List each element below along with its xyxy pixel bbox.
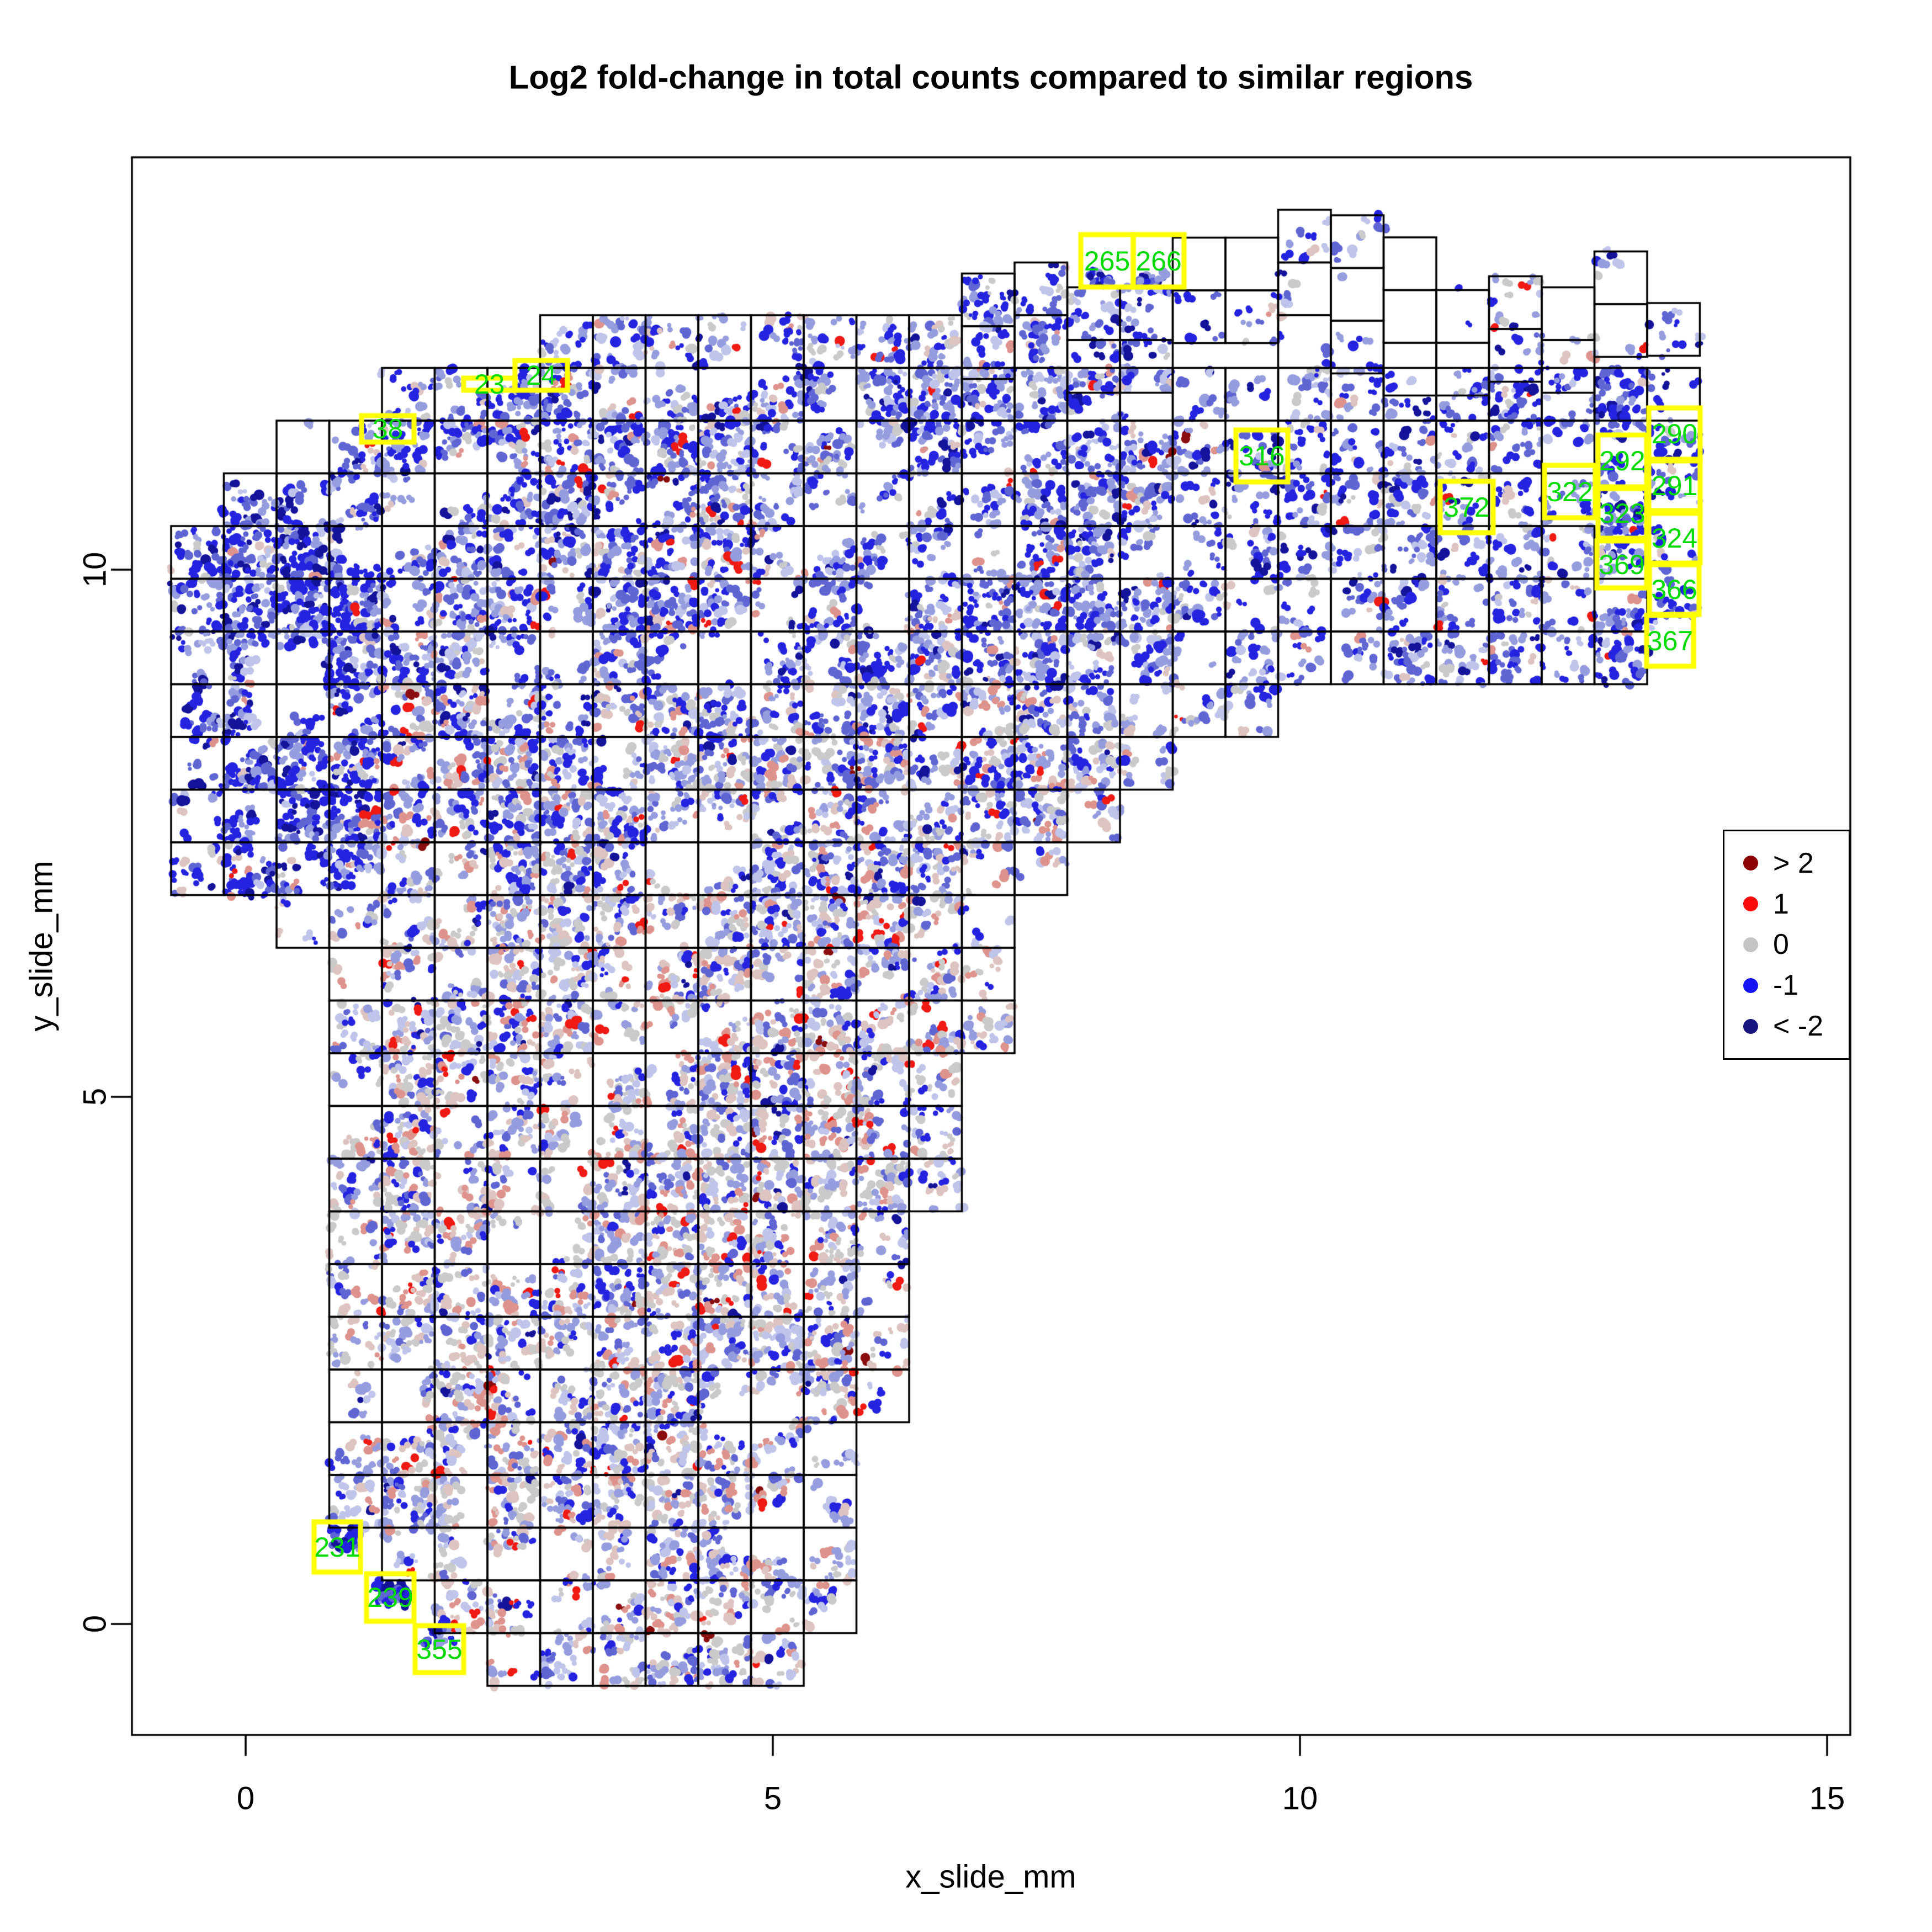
fov-id-label: 322 [1547, 476, 1593, 507]
legend-dot-icon [1743, 1018, 1758, 1034]
fov-id-label: 291 [1651, 470, 1698, 501]
fov-id-label: 292 [1599, 445, 1646, 476]
fov-id-label: 369 [1599, 549, 1645, 580]
y-axis-label: y_slide_mm [23, 861, 60, 1032]
fov-id-label: 24 [526, 360, 557, 391]
legend-row: -1 [1743, 969, 1849, 1002]
legend-dot-icon [1743, 856, 1758, 871]
fov-id-label: 265 [1084, 245, 1130, 277]
legend-row: 0 [1743, 928, 1849, 961]
fov-id-label: 367 [1647, 625, 1694, 656]
legend-label: > 2 [1773, 847, 1814, 879]
legend-label: -1 [1773, 969, 1799, 1002]
fov-id-label: 372 [1443, 491, 1490, 523]
x-tick-label: 0 [236, 1780, 255, 1817]
fov-id-label: 366 [1651, 574, 1697, 605]
legend-dot-icon [1743, 978, 1758, 993]
y-tick-label: 0 [77, 1615, 113, 1633]
x-tick-label: 5 [763, 1780, 782, 1817]
legend-dot-icon [1743, 896, 1758, 912]
fov-id-label: 23 [474, 369, 505, 400]
fov-id-label: 324 [1651, 523, 1698, 554]
x-axis-label: x_slide_mm [905, 1859, 1076, 1895]
fov-id-label: 316 [1239, 440, 1285, 471]
fov-id-label: 239 [367, 1582, 413, 1613]
y-tick-label: 10 [77, 551, 113, 588]
legend-row: 1 [1743, 888, 1849, 921]
fov-id-label: 323 [1599, 498, 1646, 529]
legend-label: 1 [1773, 888, 1789, 920]
legend-label: < -2 [1773, 1010, 1824, 1043]
legend-dot-icon [1743, 937, 1758, 952]
legend-row: < -2 [1743, 1010, 1849, 1043]
legend-row: > 2 [1743, 847, 1849, 880]
plot-title: Log2 fold-change in total counts compare… [508, 59, 1473, 96]
legend-label: 0 [1773, 928, 1789, 961]
x-tick-label: 10 [1282, 1780, 1318, 1817]
fov-id-label: 266 [1135, 245, 1182, 277]
y-tick-label: 5 [77, 1087, 113, 1106]
fov-id-label: 355 [416, 1633, 463, 1665]
x-tick-label: 15 [1809, 1780, 1845, 1817]
fov-id-label: 38 [372, 413, 404, 444]
legend: > 2 1 0 -1 < -2 [1723, 830, 1850, 1060]
fov-id-label: 290 [1651, 418, 1698, 449]
fov-id-label: 231 [314, 1531, 360, 1563]
